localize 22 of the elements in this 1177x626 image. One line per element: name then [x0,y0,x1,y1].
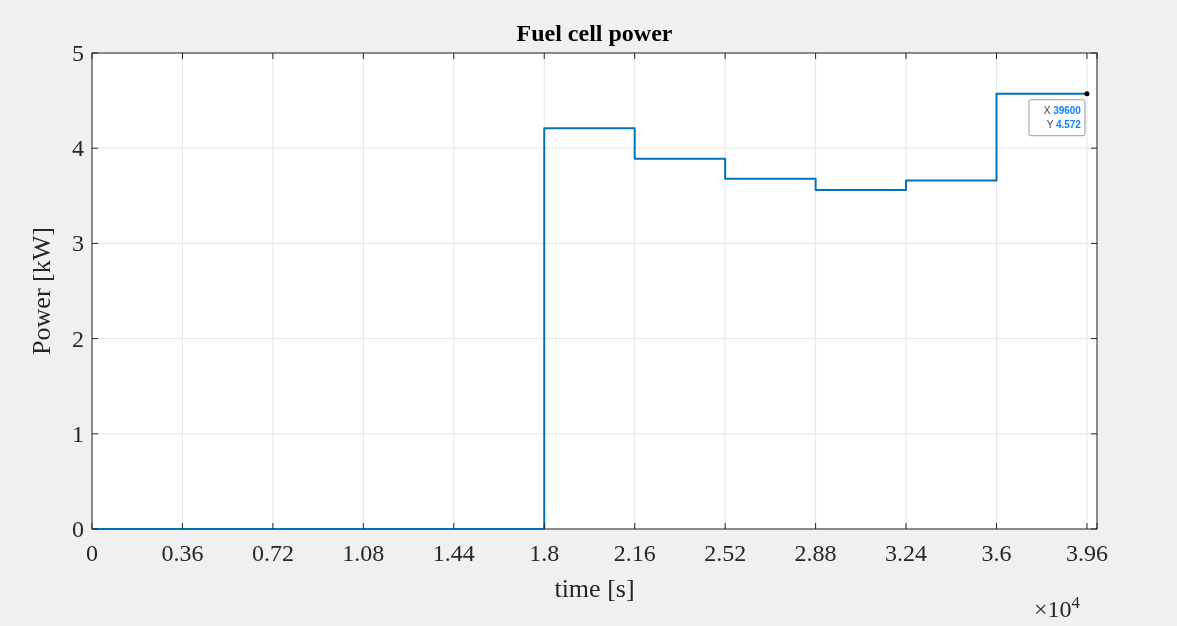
chart-title: Fuel cell power [516,20,673,46]
y-tick-label: 0 [72,516,84,542]
text: ×10$^{4}$ [1034,592,1081,622]
x-tick-label: 2.16 [613,540,656,566]
annotation: X 39600 Y 4.572 [1043,104,1082,130]
x-tick-label: 1.08 [342,540,385,566]
y-tick-label: 5 [72,40,84,66]
y-tick-label: 2 [72,325,84,352]
x-axis-title: time [s] [554,574,635,603]
x-tick-label: 2.52 [704,540,747,566]
x-tick-label: 1.8 [529,540,560,566]
x-tick-label: 0.36 [161,540,204,566]
y-tick-label: 3 [72,230,84,257]
x-tick-label: 0.72 [251,540,294,566]
x-tick-label: 3.24 [885,540,928,566]
x-tick-label: 3.6 [981,540,1012,566]
y-tick-label: 4 [72,135,84,162]
x-tick-label: 1.44 [432,540,475,566]
y-tick-label: 1 [72,420,84,447]
y-axis-title: Power [kW] [27,227,56,355]
x-tick-label: 3.96 [1065,540,1108,566]
x-tick-label: 2.88 [794,540,837,566]
